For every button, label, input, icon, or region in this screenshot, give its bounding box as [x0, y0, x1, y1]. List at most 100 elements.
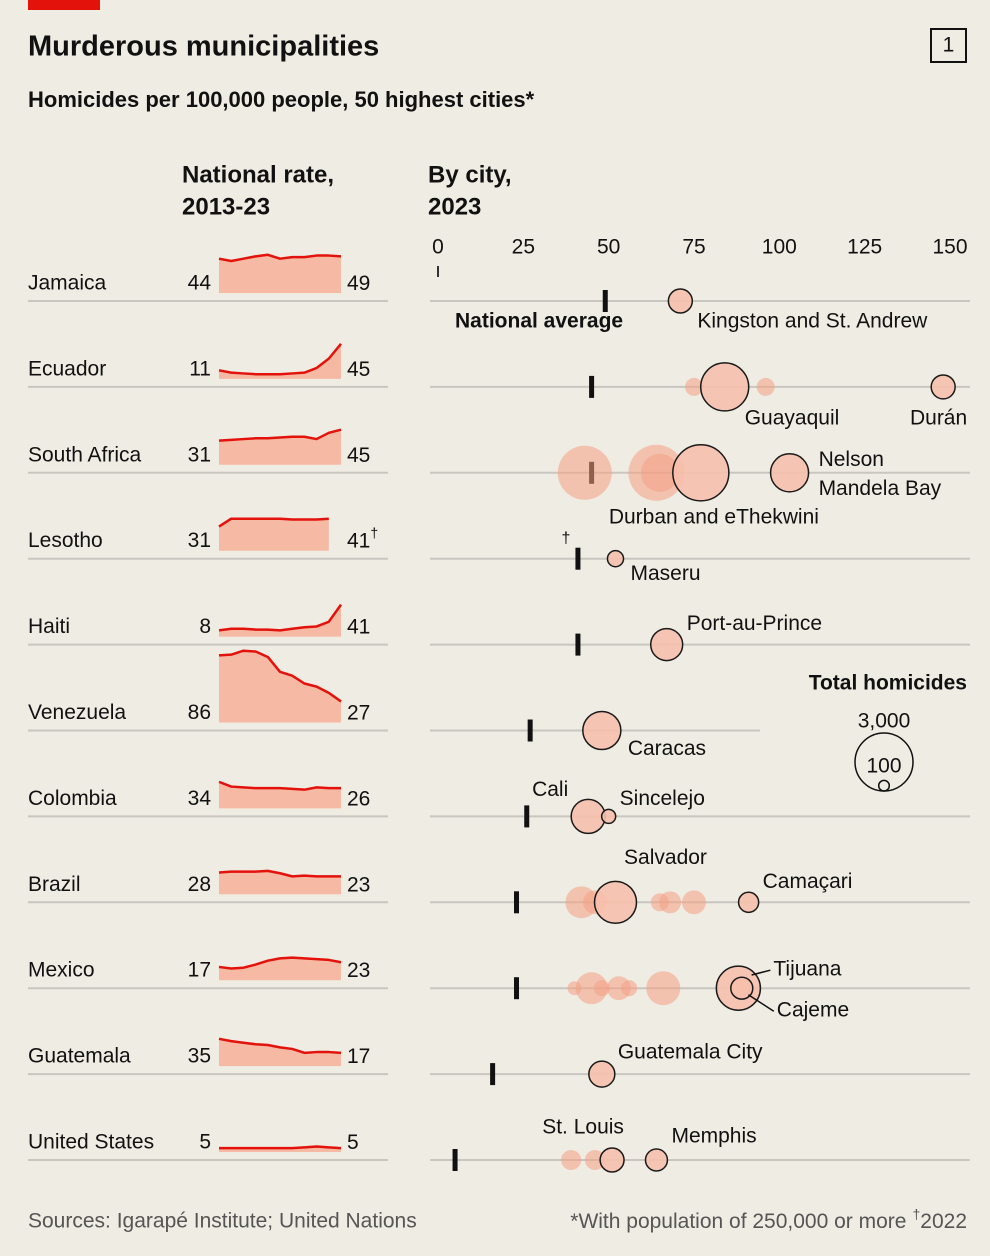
end-label: 27 [347, 701, 370, 724]
city-bubble [588, 1060, 616, 1088]
country-label: Haiti [28, 615, 70, 638]
x-tick-label: 150 [932, 236, 967, 259]
x-tick-label: 50 [597, 236, 620, 259]
start-label: 11 [189, 357, 211, 380]
start-label: 31 [188, 443, 211, 466]
trend-line [218, 343, 342, 376]
legend-label: 100 [866, 755, 901, 778]
average-mark-note: † [561, 530, 570, 547]
city-bubble [575, 972, 608, 1005]
country-label: Lesotho [28, 529, 103, 552]
city-bubble [667, 288, 694, 314]
chart-subtitle: Homicides per 100,000 people, 50 highest… [28, 87, 535, 112]
start-label: 8 [199, 615, 211, 638]
rate-header: 2013-23 [182, 193, 270, 220]
footnote-mark: † [912, 1206, 920, 1222]
start-label: 44 [188, 272, 212, 295]
end-value: 41 [347, 529, 370, 552]
country-label: Venezuela [28, 701, 126, 724]
city-label: Tijuana [773, 958, 841, 981]
city-label: Nelson Mandela Bay [819, 447, 942, 499]
footnote-text: *With population of 250,000 or more [570, 1210, 906, 1233]
city-bubble [606, 549, 625, 568]
end-label: 49 [347, 272, 370, 295]
legend-title: Total homicides [809, 672, 967, 695]
city-header: By city, [428, 161, 512, 188]
trend-line [218, 253, 342, 263]
start-label: 34 [188, 787, 212, 810]
city-label: Durán [910, 406, 967, 429]
end-label: 41 [347, 615, 370, 638]
end-value: 45 [347, 357, 370, 380]
country-label: Mexico [28, 959, 95, 982]
city-bubble [737, 891, 760, 914]
end-value: 23 [347, 873, 370, 896]
national-average [527, 719, 533, 742]
end-value: 27 [347, 701, 370, 724]
city-bubble [557, 445, 612, 500]
trend-line [218, 603, 343, 632]
x-tick-label: 25 [512, 236, 535, 259]
country-label: Ecuador [28, 357, 106, 380]
end-value: 49 [347, 272, 370, 295]
city-bubble [930, 374, 956, 400]
city-bubble [646, 971, 681, 1006]
trend-area [219, 604, 341, 637]
trend-line [218, 956, 342, 970]
average-label: National average [455, 310, 623, 333]
end-label: 5 [347, 1131, 359, 1154]
country-label: South Africa [28, 443, 142, 466]
country-label: United States [28, 1131, 154, 1154]
end-value: 17 [347, 1045, 370, 1068]
start-label: 28 [188, 873, 211, 896]
city-bubble [593, 880, 638, 925]
city-bubble [582, 710, 622, 751]
national-average [589, 375, 595, 398]
end-value: 41 [347, 615, 370, 638]
x-tick-label: 125 [847, 236, 882, 259]
city-label: Memphis [671, 1125, 756, 1148]
city-bubble [644, 1148, 669, 1172]
trend-line [218, 869, 341, 878]
trend-line [218, 1037, 342, 1055]
badge-box [930, 28, 967, 63]
city-label: Sincelejo [620, 787, 705, 810]
national-average [575, 633, 581, 656]
end-label: 41† [347, 524, 378, 552]
trend-line [218, 517, 329, 528]
chart-title: Murderous municipalities [28, 31, 379, 63]
city-label: Guayaquil [745, 406, 840, 429]
trend-area [219, 254, 341, 293]
city-bubble [599, 1147, 625, 1173]
city-label: Caracas [628, 737, 706, 760]
city-bubble [684, 377, 704, 396]
city-label: Port-au-Prince [687, 612, 822, 635]
national-average [452, 1149, 458, 1171]
city-label: Cajeme [777, 999, 849, 1022]
city-label: Kingston and St. Andrew [697, 310, 928, 333]
country-label: Colombia [28, 787, 117, 810]
national-average [514, 977, 520, 1000]
city-label: Durban and eThekwini [609, 505, 819, 528]
trend-area [219, 957, 341, 981]
city-bubble [621, 980, 638, 997]
country-label: Jamaica [28, 272, 107, 295]
city-bubble [561, 1149, 582, 1171]
badge: 1 [943, 34, 955, 57]
trend-line [218, 428, 342, 442]
sources: Sources: Igarapé Institute; United Natio… [28, 1210, 417, 1233]
end-value: 26 [347, 787, 370, 810]
x-tick-label: 100 [762, 236, 797, 259]
city-label: Guatemala City [618, 1041, 763, 1064]
end-value: 23 [347, 959, 370, 982]
trend-line [218, 780, 341, 791]
end-label: 45 [347, 443, 370, 466]
leader-line [751, 969, 771, 976]
legend-circle [877, 779, 891, 792]
end-value: 45 [347, 443, 370, 466]
start-label: 35 [188, 1045, 211, 1068]
city-label: Salvador [624, 846, 707, 869]
start-label: 31 [188, 529, 211, 552]
start-label: 5 [199, 1131, 211, 1154]
